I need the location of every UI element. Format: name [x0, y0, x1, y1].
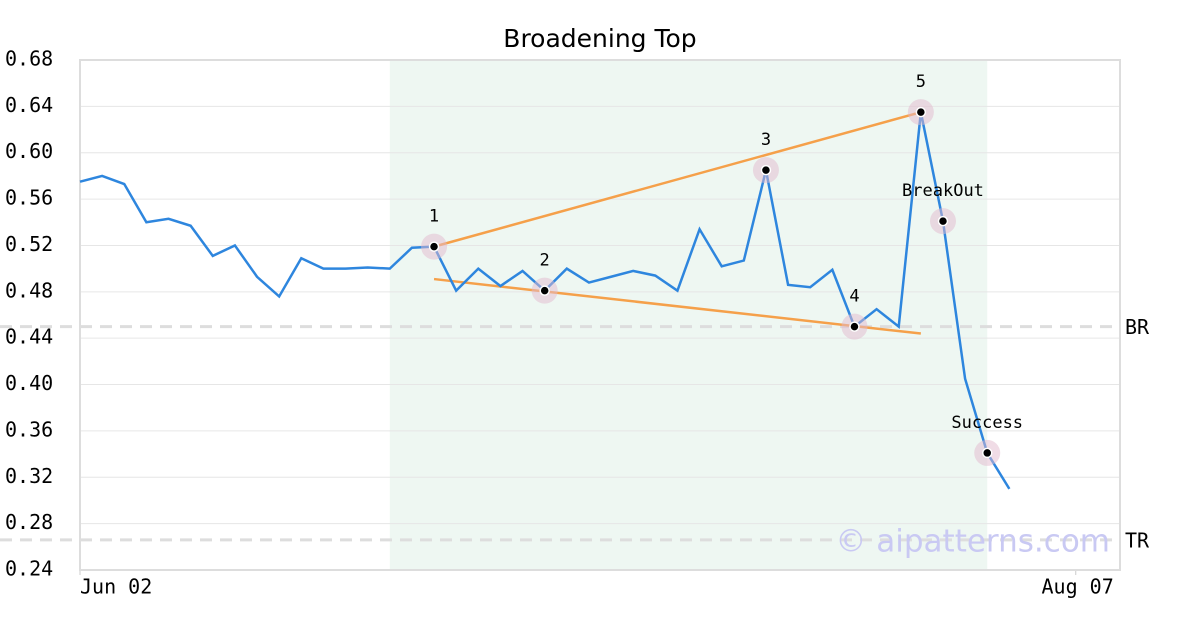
y-tick-label: 0.56	[5, 186, 53, 210]
point-marker	[760, 164, 772, 176]
pattern-region	[389, 60, 988, 570]
x-tick-label: Jun 02	[80, 575, 152, 599]
point-marker	[937, 215, 949, 227]
point-label: 5	[916, 72, 926, 92]
plot-frame	[79, 59, 1121, 571]
y-tick-label: 0.64	[5, 93, 53, 117]
y-tick-label: 0.36	[5, 417, 53, 441]
y-tick-label: 0.32	[5, 464, 53, 488]
x-tick-label: Aug 07	[1041, 575, 1113, 599]
point-label: 2	[540, 251, 550, 271]
point-label: 3	[761, 130, 771, 150]
point-label: 1	[429, 207, 439, 227]
y-tick-label: 0.24	[5, 557, 53, 581]
point-marker	[915, 106, 927, 118]
y-tick-label: 0.60	[5, 139, 53, 163]
y-tick-label: 0.52	[5, 232, 53, 256]
trend-line	[433, 110, 922, 248]
chart-title: Broadening Top	[503, 24, 696, 53]
level-label: TR	[1125, 528, 1150, 552]
y-tick-label: 0.48	[5, 278, 53, 302]
y-tick-label: 0.44	[5, 325, 53, 349]
point-marker	[428, 241, 440, 252]
trend-line	[433, 277, 921, 335]
y-tick-label: 0.68	[5, 47, 53, 71]
watermark: © aipatterns.com	[835, 524, 1110, 560]
y-tick-label: 0.28	[5, 510, 53, 534]
point-marker	[539, 285, 550, 296]
level-label: BR	[1125, 315, 1150, 339]
point-label: 4	[849, 287, 859, 307]
y-tick-label: 0.40	[5, 371, 53, 395]
point-marker	[981, 447, 993, 459]
point-label: BreakOut	[902, 181, 984, 201]
point-label: Success	[951, 413, 1023, 433]
point-marker	[849, 321, 860, 332]
